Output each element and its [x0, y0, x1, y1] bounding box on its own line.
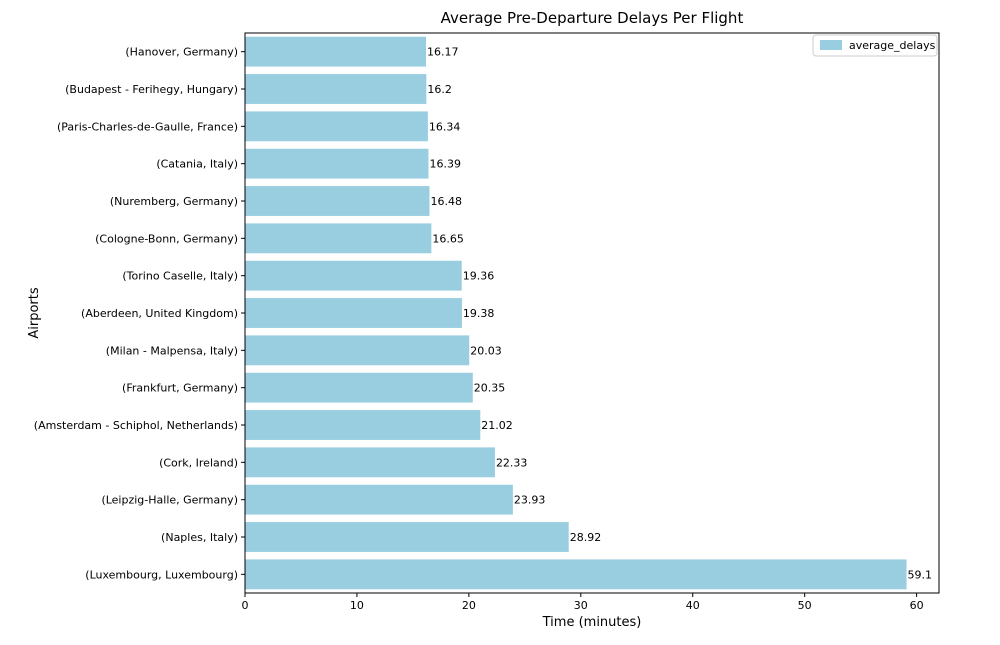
y-tick-label: (Amsterdam - Schiphol, Netherlands)	[34, 419, 238, 432]
data-label: 21.02	[481, 419, 513, 432]
bar	[245, 410, 481, 440]
x-tick-label: 60	[910, 599, 924, 612]
y-tick-label: (Aberdeen, United Kingdom)	[81, 307, 238, 320]
y-tick-label: (Hanover, Germany)	[125, 46, 238, 59]
legend-entry-average-delays: average_delays	[849, 39, 936, 52]
bar	[245, 74, 427, 104]
data-label: 16.2	[427, 83, 452, 96]
data-label: 28.92	[570, 531, 602, 544]
bar	[245, 522, 569, 552]
data-label: 20.03	[470, 344, 502, 357]
y-axis-label: Airports	[27, 287, 42, 338]
bar	[245, 335, 470, 366]
y-tick-label: (Frankfurt, Germany)	[122, 382, 238, 395]
data-label: 59.1	[908, 568, 933, 581]
data-label: 16.17	[427, 46, 459, 59]
data-label: 16.34	[429, 120, 461, 133]
x-tick-label: 50	[798, 599, 812, 612]
bar	[245, 484, 513, 515]
data-label: 23.93	[514, 494, 546, 507]
bar	[245, 260, 462, 291]
x-tick-label: 0	[242, 599, 249, 612]
y-tick-label: (Torino Caselle, Italy)	[122, 270, 238, 283]
y-tick-label: (Milan - Malpensa, Italy)	[106, 344, 238, 357]
x-tick-label: 40	[686, 599, 700, 612]
plot-frame	[244, 32, 940, 594]
data-label: 19.38	[463, 307, 495, 320]
chart-title: Average Pre-Departure Delays Per Flight	[441, 9, 744, 27]
y-tick-label: (Paris-Charles-de-Gaulle, France)	[57, 120, 238, 133]
bar	[245, 36, 426, 67]
bar	[245, 559, 907, 590]
bar	[245, 223, 432, 254]
x-tick-labels: 0 10 20 30 40 50 60	[242, 593, 924, 612]
legend-swatch	[820, 40, 842, 50]
data-label: 16.65	[432, 232, 464, 245]
y-tick-label: (Leipzig-Halle, Germany)	[101, 494, 238, 507]
legend: average_delays	[812, 34, 938, 57]
y-tick-label: (Budapest - Ferihegy, Hungary)	[65, 83, 238, 96]
data-label: 22.33	[496, 456, 527, 469]
bar	[245, 186, 430, 216]
y-tick-label: (Cork, Ireland)	[159, 456, 238, 469]
x-tick-label: 30	[574, 599, 588, 612]
bar	[245, 298, 462, 328]
bar	[245, 372, 473, 403]
y-tick-label: (Cologne-Bonn, Germany)	[95, 232, 238, 245]
y-tick-labels: (Hanover, Germany) (Budapest - Ferihegy, …	[34, 46, 245, 581]
legend-box	[812, 34, 938, 57]
y-tick-label: (Nuremberg, Germany)	[110, 195, 238, 208]
x-axis-label: Time (minutes)	[542, 615, 642, 630]
x-tick-label: 10	[350, 599, 364, 612]
bar	[245, 148, 429, 179]
y-tick-label: (Luxembourg, Luxembourg)	[85, 568, 238, 581]
y-tick-label: (Catania, Italy)	[156, 158, 238, 171]
data-label: 16.39	[429, 158, 461, 171]
x-tick-label: 20	[462, 599, 476, 612]
data-label: 16.48	[430, 195, 462, 208]
bars-group: 16.17 16.2 16.34 16.39 16.48 16.65 19.36 19.38 2…	[245, 36, 933, 590]
data-label: 20.35	[474, 382, 506, 395]
data-label: 19.36	[463, 270, 495, 283]
y-tick-label: (Naples, Italy)	[161, 531, 238, 544]
bar	[245, 447, 495, 478]
bar	[245, 111, 428, 142]
